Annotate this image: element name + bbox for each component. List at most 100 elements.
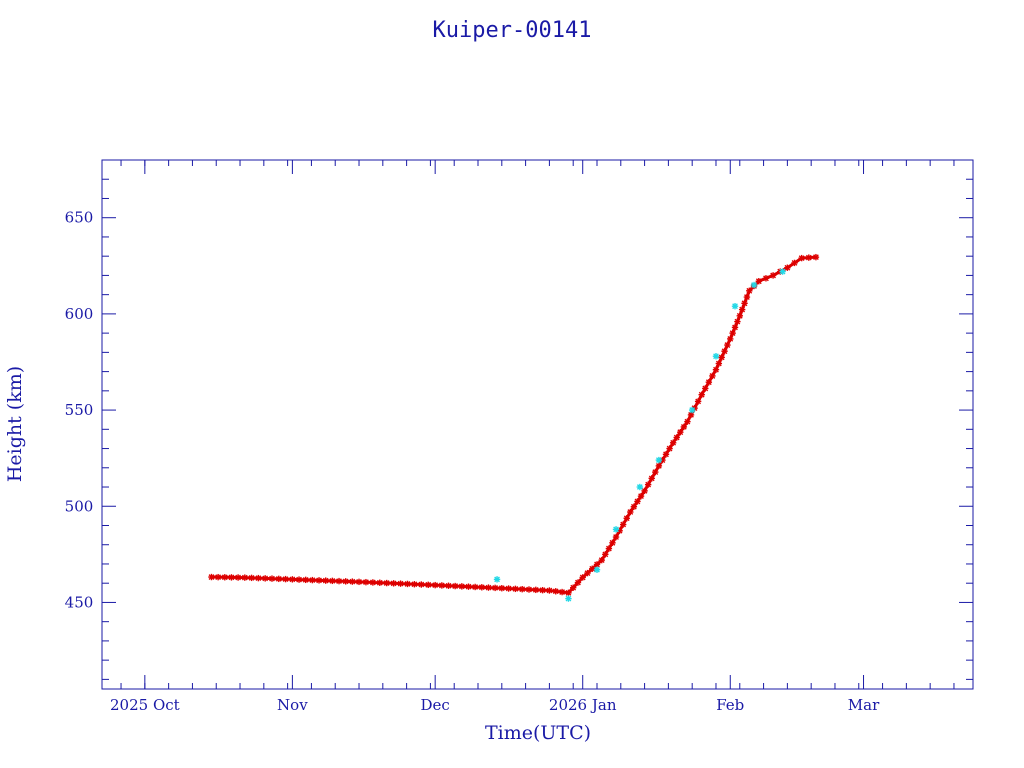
series-main-point: [762, 275, 770, 282]
series-main-point: [644, 481, 652, 488]
series-main-point: [369, 579, 377, 586]
series-main-point: [335, 577, 343, 585]
y-tick-label: 550: [65, 401, 94, 419]
series-main-point: [630, 503, 638, 510]
series-main-point: [605, 545, 613, 552]
series-main-point: [539, 586, 546, 594]
series-main-point: [579, 574, 586, 581]
series-main-point: [355, 578, 363, 586]
series-alt-point: [688, 406, 696, 414]
series-alt-point: [731, 302, 739, 310]
series-main-point: [228, 574, 235, 581]
series-main-point: [565, 589, 572, 597]
series-main-point: [525, 586, 533, 593]
series-main-point: [362, 578, 370, 586]
series-main-point: [431, 581, 439, 589]
series-main-point: [598, 556, 605, 564]
series-main-point: [282, 575, 289, 583]
series-main-point: [743, 293, 751, 301]
series-main-point: [736, 312, 743, 320]
series-main-point: [721, 348, 728, 355]
series-main-point: [746, 287, 753, 295]
series-main-point: [812, 253, 820, 261]
series-main-point: [458, 583, 466, 590]
series-main-point: [702, 385, 709, 392]
series-main-point: [404, 580, 411, 588]
series-main-point: [498, 585, 506, 592]
series-main-point: [465, 583, 472, 590]
series-main-point: [208, 573, 215, 581]
series-main-point: [680, 423, 688, 431]
series-main-point: [471, 583, 479, 591]
series-alt-point: [712, 353, 720, 360]
series-main-point: [738, 306, 746, 313]
series-main-point: [574, 579, 582, 586]
series-main-point: [302, 576, 309, 584]
series-main-point: [445, 582, 452, 589]
series-main-point: [241, 574, 248, 581]
axis-tick-labels: 450 500 550 600 650 2025 Oct Nov Dec 2026 Jan Feb…: [65, 209, 880, 714]
series-main-point: [619, 521, 627, 528]
series-main-point: [309, 576, 316, 584]
series-main-point: [485, 584, 492, 591]
series-main-point: [798, 254, 805, 262]
series-main-point: [709, 372, 716, 380]
x-tick-label: 2026 Jan: [549, 696, 617, 714]
series-main-point: [505, 585, 512, 592]
series-main-point: [261, 575, 269, 582]
series-main-point: [255, 574, 262, 582]
series-main-point: [315, 577, 323, 584]
series-main-line: [209, 255, 818, 595]
series-main-point: [712, 366, 720, 373]
series-main-point: [546, 587, 553, 594]
series-main-point: [418, 581, 425, 588]
series-main-point: [673, 434, 680, 441]
x-tick-label: Dec: [421, 696, 450, 714]
series-main-point: [349, 578, 356, 585]
series-main-point: [677, 428, 684, 436]
y-tick-label: 600: [65, 305, 94, 323]
series-main-point: [734, 318, 741, 325]
series-main-point: [268, 575, 276, 582]
series-main-point: [715, 360, 723, 367]
series-main-point: [390, 580, 397, 587]
series-main-point: [411, 581, 418, 588]
series-main-point: [214, 573, 222, 581]
series-main-point: [612, 533, 620, 541]
series-main-point: [602, 551, 609, 558]
series-main-point: [741, 300, 748, 307]
series-main-point: [295, 576, 303, 583]
series-main-point: [805, 254, 812, 261]
series-main-point: [383, 579, 390, 587]
series-main-point: [425, 581, 432, 589]
series-main-point: [637, 492, 645, 500]
series-main-point: [662, 451, 670, 458]
series-main-point: [397, 580, 404, 587]
series-main-point: [655, 462, 663, 470]
series-main-point: [687, 411, 695, 419]
series-alt-point: [612, 526, 620, 533]
series-main-point: [784, 264, 791, 271]
series-main-point: [755, 277, 763, 285]
series-main-point: [623, 515, 630, 522]
chart-title: Kuiper-00141: [433, 18, 592, 43]
series-main-point: [791, 259, 798, 267]
x-tick-label: Nov: [277, 696, 308, 714]
data-series: [208, 253, 820, 602]
series-main-point: [727, 335, 734, 343]
axis-ticks: [102, 159, 973, 689]
y-tick-label: 500: [65, 497, 94, 515]
y-tick-label: 450: [65, 593, 94, 611]
y-axis-label: Height (km): [4, 366, 26, 482]
series-main-point: [376, 579, 383, 586]
plot-frame: [101, 159, 974, 690]
series-main-point: [342, 578, 349, 585]
series-alt-point: [655, 456, 663, 464]
series-main-point: [698, 391, 705, 398]
series-alt-point: [750, 281, 758, 289]
series-main-point: [684, 418, 691, 425]
series-main-point: [641, 487, 648, 495]
series-main-point: [512, 585, 519, 593]
x-tick-label: Mar: [848, 696, 880, 714]
